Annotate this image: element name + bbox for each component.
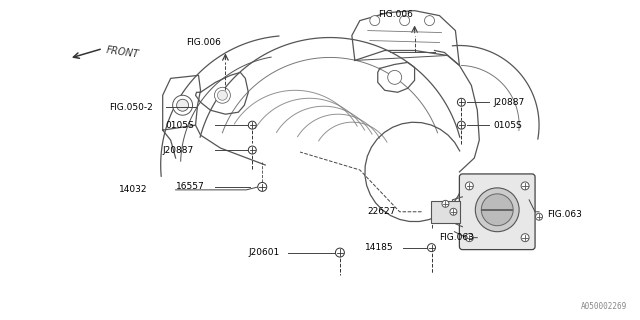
Circle shape [173,95,193,115]
Text: FIG.006: FIG.006 [187,38,221,47]
Text: J20601: J20601 [248,248,280,257]
Text: J20887: J20887 [163,146,194,155]
Text: 22627: 22627 [368,207,396,216]
Circle shape [388,70,402,84]
Circle shape [399,16,410,26]
FancyBboxPatch shape [431,201,460,223]
Circle shape [536,213,543,220]
Text: 16557: 16557 [175,182,204,191]
Circle shape [258,182,267,191]
Circle shape [458,121,465,129]
Text: FRONT: FRONT [106,45,140,60]
Text: 14185: 14185 [365,243,394,252]
Circle shape [481,194,513,226]
Text: 14032: 14032 [119,185,147,194]
FancyBboxPatch shape [460,174,535,250]
Circle shape [428,244,435,252]
Circle shape [442,200,449,207]
Text: 0105S: 0105S [493,121,522,130]
Text: J20887: J20887 [493,98,525,107]
Circle shape [450,208,457,215]
Circle shape [335,248,344,257]
Text: A050002269: A050002269 [580,302,627,311]
Circle shape [214,87,230,103]
Circle shape [458,98,465,106]
Circle shape [424,16,435,26]
Text: FIG.063: FIG.063 [547,210,582,219]
Text: FIG.006: FIG.006 [378,10,413,19]
Circle shape [465,234,474,242]
Text: FIG.063: FIG.063 [440,233,474,242]
Circle shape [476,188,519,232]
Circle shape [248,121,256,129]
Circle shape [521,182,529,190]
Circle shape [465,182,474,190]
Circle shape [521,234,529,242]
Circle shape [218,90,227,100]
Circle shape [177,99,189,111]
Text: FIG.050-2: FIG.050-2 [109,103,153,112]
Circle shape [248,146,256,154]
Text: 0105S: 0105S [166,121,195,130]
Circle shape [370,16,380,26]
